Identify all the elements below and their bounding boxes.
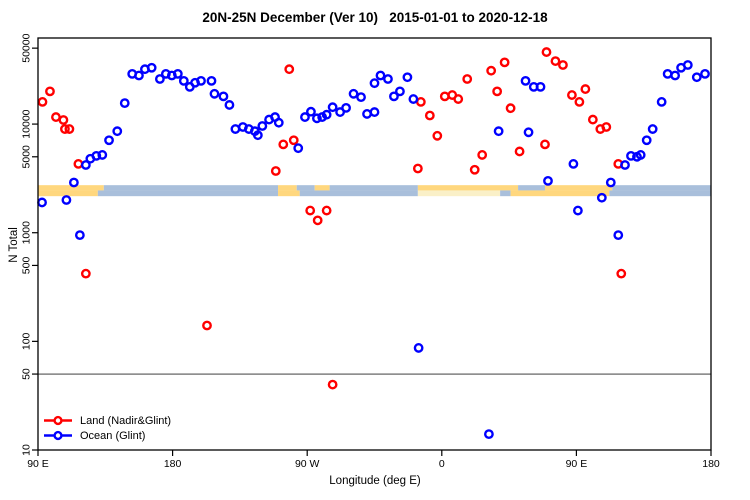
svg-text:10: 10	[21, 444, 33, 456]
ocean-series-marker-icon	[44, 430, 72, 441]
y-axis-label: N Total	[8, 227, 20, 263]
svg-text:100: 100	[21, 332, 33, 350]
svg-text:90 E: 90 E	[566, 458, 588, 470]
svg-text:50000: 50000	[21, 33, 33, 62]
svg-text:90 W: 90 W	[295, 458, 320, 470]
legend: Land (Nadir&Glint) Ocean (Glint)	[44, 413, 171, 443]
svg-text:5000: 5000	[21, 145, 33, 169]
legend-item-land: Land (Nadir&Glint)	[44, 413, 171, 428]
x-axis-label: Longitude (deg E)	[329, 475, 421, 487]
svg-text:180: 180	[164, 458, 182, 470]
legend-label-ocean: Ocean (Glint)	[80, 429, 146, 442]
svg-text:1000: 1000	[21, 221, 33, 245]
svg-text:0: 0	[439, 458, 445, 470]
svg-text:10000: 10000	[21, 109, 33, 138]
chart-title: 20N-25N December (Ver 10) 2015-01-01 to …	[202, 10, 548, 25]
land-series-marker-icon	[44, 415, 72, 426]
svg-text:90 E: 90 E	[27, 458, 49, 470]
svg-text:50: 50	[21, 368, 33, 380]
svg-text:180: 180	[702, 458, 720, 470]
legend-item-ocean: Ocean (Glint)	[44, 428, 171, 443]
legend-label-land: Land (Nadir&Glint)	[80, 414, 172, 427]
svg-text:500: 500	[21, 257, 33, 275]
